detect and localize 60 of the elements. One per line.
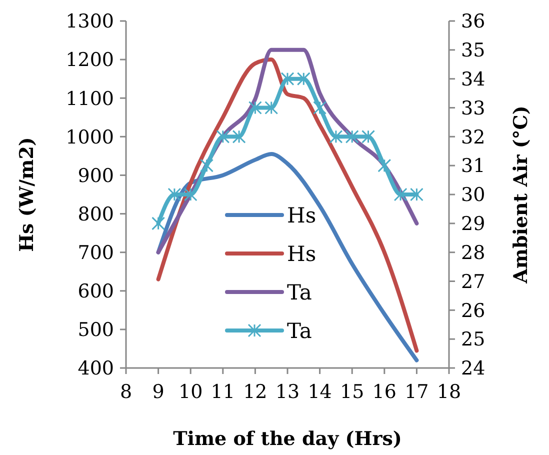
y2-tick-label: 32 bbox=[461, 126, 486, 148]
y-tick-label: 900 bbox=[78, 164, 114, 187]
y-tick-label: 600 bbox=[78, 280, 114, 303]
x-tick-label: 10 bbox=[178, 381, 203, 403]
y2-tick-label: 33 bbox=[461, 97, 486, 120]
point bbox=[394, 188, 408, 202]
x-tick-label: 15 bbox=[340, 381, 364, 403]
x-tick-label: 14 bbox=[308, 381, 332, 403]
point bbox=[378, 158, 392, 172]
y2-tick-label: 24 bbox=[461, 358, 486, 380]
y-tick-label: 1200 bbox=[66, 49, 114, 72]
y-tick-label: 700 bbox=[78, 242, 114, 264]
y2-tick-label: 28 bbox=[461, 242, 486, 264]
legend-label: Ta bbox=[287, 318, 312, 343]
x-tick-label: 13 bbox=[275, 381, 300, 403]
x-axis-title: Time of the day (Hrs) bbox=[173, 428, 402, 450]
point bbox=[410, 188, 424, 202]
point bbox=[216, 130, 230, 144]
x-tick-label: 8 bbox=[120, 381, 132, 403]
y-tick-label: 800 bbox=[78, 203, 114, 226]
point bbox=[296, 72, 310, 86]
line-series bbox=[156, 152, 419, 362]
point bbox=[152, 216, 166, 230]
x-tick-label: 12 bbox=[243, 381, 268, 403]
y2-tick-label: 36 bbox=[461, 10, 486, 33]
legend-label: Hs bbox=[287, 203, 316, 228]
legend-label: Ta bbox=[287, 280, 312, 304]
point bbox=[264, 101, 278, 114]
point bbox=[168, 188, 182, 202]
y-tick-label: 500 bbox=[78, 319, 114, 342]
x-tick-label: 18 bbox=[436, 381, 462, 403]
y2-tick-label: 30 bbox=[461, 184, 486, 206]
y2-axis-title: Ambient Air (°C) bbox=[510, 106, 532, 284]
point bbox=[280, 72, 294, 86]
point bbox=[362, 130, 375, 144]
x-tick-label: 17 bbox=[404, 381, 429, 403]
x-tick-label: 9 bbox=[152, 381, 164, 403]
point bbox=[200, 158, 214, 172]
point bbox=[329, 130, 343, 144]
y2-tick-label: 26 bbox=[461, 300, 486, 322]
legend-label: Hs bbox=[287, 242, 316, 266]
point bbox=[248, 101, 262, 114]
y-tick-label: 1300 bbox=[66, 10, 114, 33]
point bbox=[313, 101, 327, 114]
y-tick-label: 1000 bbox=[66, 126, 114, 148]
x-tick-label: 11 bbox=[210, 381, 235, 403]
y2-tick-label: 34 bbox=[461, 68, 486, 90]
y2-tick-label: 35 bbox=[461, 40, 486, 62]
y-axis-title: Hs (W/m2) bbox=[16, 137, 38, 252]
y2-tick-label: 25 bbox=[461, 328, 486, 351]
y-tick-label: 400 bbox=[78, 358, 114, 380]
line-series bbox=[156, 58, 419, 353]
x-tick-label: 16 bbox=[372, 381, 396, 403]
point bbox=[232, 130, 246, 144]
point bbox=[345, 130, 359, 144]
y2-tick-label: 27 bbox=[461, 270, 486, 293]
y2-tick-label: 29 bbox=[461, 213, 486, 236]
y2-tick-label: 31 bbox=[461, 155, 486, 178]
point bbox=[184, 188, 198, 202]
y-tick-label: 1100 bbox=[66, 88, 114, 110]
